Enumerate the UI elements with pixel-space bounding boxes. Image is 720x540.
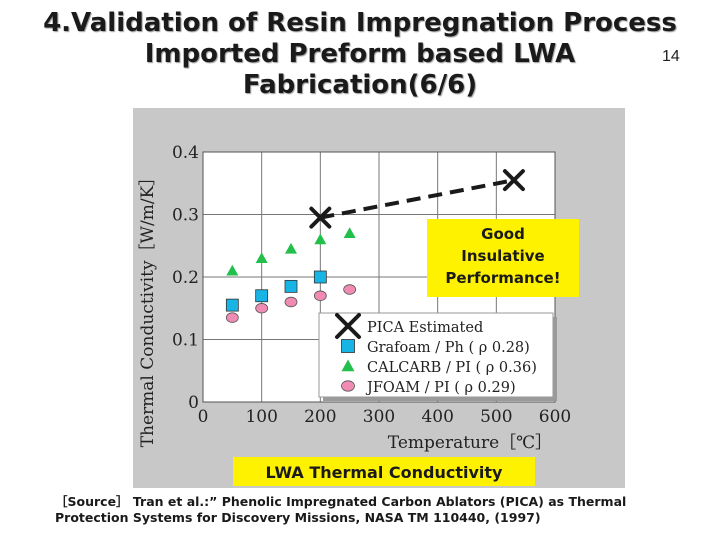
- square-marker: [284, 279, 298, 293]
- circle-marker: [313, 290, 327, 301]
- x-marker: [335, 313, 361, 339]
- x-axis-label: Temperature［℃］: [388, 433, 552, 453]
- data-series: [225, 169, 525, 323]
- chart-title: LWA Thermal Conductivity: [266, 463, 504, 482]
- triangle-marker: [255, 252, 268, 264]
- triangle-marker: [341, 359, 355, 372]
- slide-title: 4.Validation of Resin Impregnation Proce…: [0, 8, 720, 101]
- triangle-marker: [285, 242, 297, 254]
- circle-marker: [225, 312, 239, 323]
- source-line-1: ［Source］ Tran et al.:” Phenolic Impregna…: [55, 494, 627, 509]
- legend-box: [318, 312, 554, 398]
- x-tick-label: 400: [421, 407, 453, 427]
- series-square: [225, 270, 327, 312]
- square-marker: [313, 270, 327, 284]
- circle-marker: [255, 303, 269, 314]
- x-tick-label: 500: [480, 407, 512, 427]
- x-marker: [309, 206, 332, 229]
- tick-labels: 0 100 200 300 400 500 600 0 0.1 0.2 0.3 0.4: [172, 143, 571, 427]
- chart-panel: 0 100 200 300 400 500 600 0 0.1 0.2 0.3 0.4 Thermal…: [133, 108, 625, 488]
- series-line: [319, 178, 515, 220]
- legend-label: JFOAM / PI ( ρ 0.29): [365, 380, 516, 396]
- annotation-background: [427, 219, 579, 297]
- y-tick-label: 0.3: [172, 206, 199, 226]
- series-x: [309, 169, 525, 229]
- series-circle: [225, 284, 357, 323]
- series-triangle: [226, 227, 356, 276]
- source-line-2: Protection Systems for Discovery Mission…: [55, 510, 541, 525]
- triangle-marker: [226, 264, 239, 276]
- page-number: 14: [662, 48, 680, 65]
- thermal-conductivity-chart: 0 100 200 300 400 500 600 0 0.1 0.2 0.3 0.4 Thermal…: [138, 143, 579, 486]
- circle-marker: [341, 380, 355, 392]
- x-tick-label: 200: [304, 407, 336, 427]
- y-tick-label: 0.1: [172, 331, 199, 351]
- legend-label: Grafoam / Ph ( ρ 0.28): [367, 340, 530, 356]
- legend-label: CALCARB / PI ( ρ 0.36): [367, 360, 537, 376]
- annotation-box: Good Insulative Performance!: [427, 219, 579, 297]
- title-line-3: Fabrication(6/6): [242, 70, 478, 100]
- x-tick-label: 0: [198, 407, 209, 427]
- square-marker: [225, 298, 239, 312]
- x-tick-label: 100: [245, 407, 277, 427]
- y-axis-label: Thermal Conductivity［W/m/K］: [138, 169, 158, 448]
- chart-title-box: LWA Thermal Conductivity: [233, 457, 535, 486]
- x-tick-label: 300: [363, 407, 395, 427]
- triangle-marker: [343, 227, 356, 239]
- x-marker: [502, 169, 525, 192]
- title-line-2: Imported Preform based LWA: [144, 39, 576, 69]
- annotation-line-2: Insulative: [461, 247, 544, 265]
- legend: PICA Estimated Grafoam / Ph ( ρ 0.28) CALC…: [318, 312, 557, 401]
- circle-marker: [343, 284, 357, 295]
- source-citation: ［Source］ Tran et al.:” Phenolic Impregna…: [55, 494, 715, 526]
- chart-title-background: [233, 457, 535, 486]
- legend-label: PICA Estimated: [367, 320, 483, 336]
- square-marker: [341, 339, 355, 353]
- title-line-1: 4.Validation of Resin Impregnation Proce…: [43, 8, 677, 38]
- square-marker: [255, 289, 269, 303]
- circle-marker: [284, 296, 298, 308]
- x-tick-label: 600: [539, 407, 571, 427]
- y-tick-label: 0.4: [172, 143, 199, 163]
- y-tick-label: 0: [188, 393, 199, 413]
- annotation-line-3: Performance!: [445, 269, 560, 287]
- annotation-line-1: Good: [481, 225, 525, 243]
- triangle-marker: [314, 233, 327, 245]
- y-tick-label: 0.2: [172, 268, 199, 288]
